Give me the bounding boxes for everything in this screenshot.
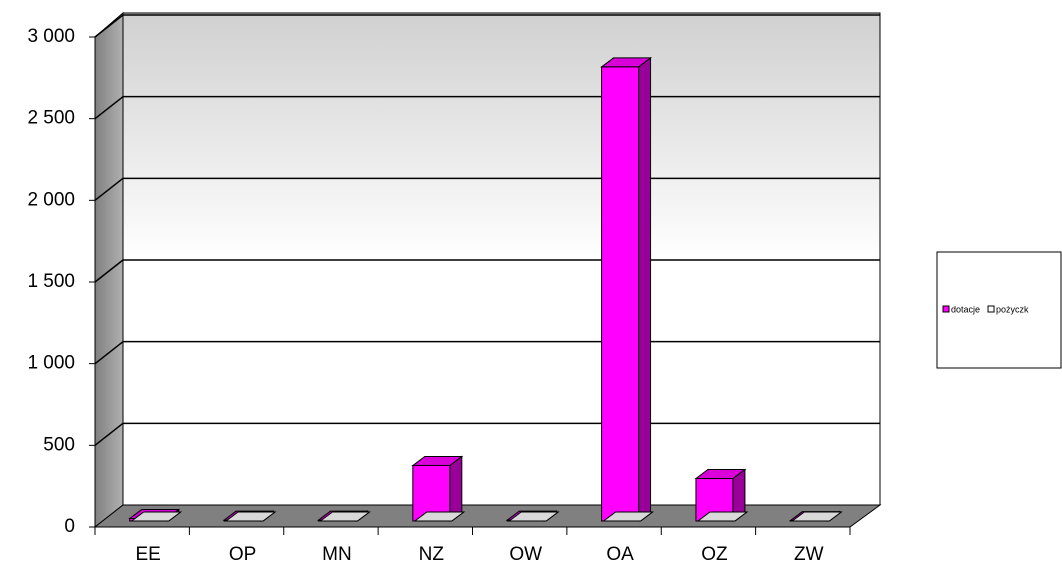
bar — [600, 56, 653, 522]
bar — [318, 511, 371, 522]
bar — [507, 511, 560, 522]
bar-top — [130, 511, 183, 522]
x-tick-label: OW — [509, 544, 542, 565]
legend-label: dotacje — [951, 304, 980, 314]
grid-line — [94, 341, 124, 365]
y-tick-label: 1 500 — [27, 271, 75, 292]
legend-swatch — [987, 305, 995, 313]
bar — [411, 455, 464, 522]
grid-line — [94, 422, 124, 446]
bar-top — [224, 511, 277, 522]
bar-top — [507, 511, 560, 522]
x-tick-label: MN — [322, 544, 352, 565]
y-tick-label: 2 000 — [27, 189, 75, 210]
bar — [224, 511, 277, 522]
legend-swatch — [942, 305, 950, 313]
bar-side — [449, 455, 463, 522]
back-wall — [122, 12, 881, 506]
y-tick-label: 500 — [43, 434, 75, 455]
floor — [93, 504, 882, 528]
bar-top — [318, 511, 371, 522]
bar — [602, 511, 655, 522]
bar-top — [696, 511, 749, 522]
x-tick-label: OP — [229, 544, 256, 565]
bar — [696, 511, 749, 522]
bar-side — [638, 56, 652, 522]
grid-line — [94, 14, 124, 38]
bar-top — [602, 511, 655, 522]
x-tick-label: OA — [606, 544, 634, 565]
grid-line — [94, 259, 124, 283]
bar-front — [601, 66, 640, 522]
side-wall — [94, 11, 124, 529]
x-tick-label: NZ — [419, 544, 445, 565]
grid-line — [94, 177, 124, 201]
bar — [790, 511, 843, 522]
y-tick-label: 1 000 — [27, 353, 75, 374]
bar — [130, 511, 183, 522]
y-tick-label: 2 500 — [27, 108, 75, 129]
bar — [413, 511, 466, 522]
legend-label: pożyczk — [996, 304, 1029, 314]
bar-top — [413, 511, 466, 522]
y-tick-label: 0 — [64, 516, 75, 537]
x-tick-label: OZ — [701, 544, 728, 565]
bar-top — [790, 511, 843, 522]
legend — [936, 251, 1062, 369]
x-tick-label: EE — [136, 544, 161, 565]
x-tick-label: ZW — [794, 544, 824, 565]
y-tick-label: 3 000 — [27, 26, 75, 47]
grid-line — [94, 96, 124, 120]
